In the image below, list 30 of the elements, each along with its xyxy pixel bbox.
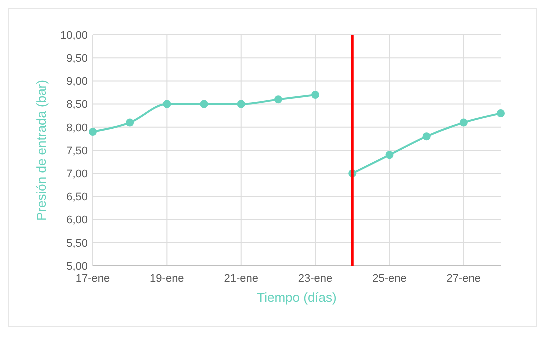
point — [200, 100, 208, 108]
x-tick-label: 21-ene — [224, 273, 258, 285]
y-tick-label: 7,00 — [66, 168, 88, 180]
point — [497, 110, 505, 118]
x-tick-label: 27-ene — [446, 273, 482, 285]
y-axis-title: Presión de entrada (bar) — [34, 80, 49, 221]
x-tick-label: 25-ene — [372, 273, 407, 285]
point — [237, 100, 246, 108]
point — [422, 132, 431, 141]
point — [274, 96, 282, 104]
y-tick-label: 5,00 — [66, 260, 88, 273]
x-tick-label: 17-ene — [76, 273, 110, 285]
point — [163, 100, 172, 108]
y-tick-label: 10,00 — [60, 30, 88, 42]
y-tick-label: 8,00 — [66, 122, 88, 134]
x-tick-label: 23-ene — [298, 273, 333, 285]
x-tick-label: 19-ene — [150, 273, 184, 285]
point — [126, 118, 134, 127]
y-tick-label: 6,00 — [66, 214, 88, 227]
point — [312, 91, 320, 100]
y-tick-label: 9,50 — [66, 52, 88, 65]
y-tick-label: 9,00 — [66, 76, 88, 88]
y-tick-label: 8,50 — [66, 99, 88, 112]
x-axis-title: Tiempo (días) — [257, 290, 337, 305]
point — [89, 128, 97, 136]
y-tick-label: 7,50 — [66, 145, 88, 158]
point — [460, 118, 468, 127]
point — [386, 151, 394, 160]
y-tick-label: 6,50 — [66, 192, 88, 204]
y-tick-label: 5,50 — [66, 238, 88, 250]
